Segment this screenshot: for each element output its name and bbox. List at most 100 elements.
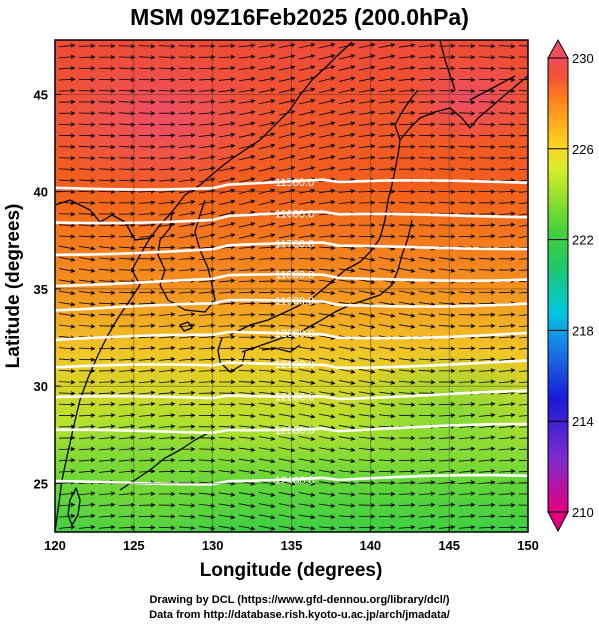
wind-arrow [398, 413, 416, 419]
wind-arrow [78, 268, 96, 273]
wind-arrow [238, 87, 256, 93]
wind-arrow [238, 221, 256, 228]
wind-arrow [398, 43, 416, 48]
map-title: MSM 09Z16Feb2025 (200.0hPa) [130, 4, 469, 30]
contour-label: 12300.0 [275, 425, 315, 437]
wind-arrow [338, 121, 356, 127]
wind-arrow [118, 412, 136, 418]
wind-arrow [358, 436, 376, 441]
wind-arrow [218, 323, 236, 329]
wind-arrow [318, 267, 336, 273]
wind-arrow [238, 503, 256, 509]
wind-arrow [378, 380, 396, 385]
wind-arrow [398, 234, 416, 239]
wind-arrow [278, 87, 296, 94]
wind-arrow [258, 154, 276, 161]
wind-arrow [218, 76, 236, 82]
wind-arrow [258, 54, 276, 59]
wind-arrow [78, 155, 96, 161]
wind-arrow [418, 200, 436, 206]
wind-arrow [98, 368, 116, 374]
wind-arrow [438, 524, 456, 530]
x-tick-label: 135 [281, 538, 303, 553]
contour-label: 11600.0 [275, 209, 314, 221]
wind-arrow [258, 221, 276, 228]
wind-arrow [218, 221, 236, 228]
wind-arrow [278, 402, 296, 408]
wind-arrow [318, 166, 336, 172]
wind-arrow [438, 413, 456, 418]
wind-arrow [98, 502, 116, 508]
wind-arrow [298, 380, 316, 386]
wind-arrow [398, 524, 416, 530]
wind-arrow [198, 469, 216, 475]
wind-arrow [318, 492, 336, 497]
wind-arrow [318, 447, 336, 453]
wind-arrow [378, 268, 396, 274]
y-axis-ticks: 25 30 35 40 45 [34, 87, 61, 491]
wind-arrow [118, 256, 136, 262]
wind-arrow [98, 424, 116, 429]
wind-arrow [218, 99, 236, 104]
wind-arrow [118, 144, 136, 150]
wind-arrow [238, 76, 256, 82]
wind-arrow [438, 268, 456, 273]
wind-arrow [318, 233, 336, 239]
wind-arrow [258, 121, 276, 127]
wind-arrow [238, 436, 256, 441]
wind-arrow [498, 401, 516, 407]
wind-arrow [478, 77, 496, 83]
wind-arrow [118, 267, 136, 273]
wind-arrow [78, 301, 96, 307]
wind-arrow [258, 132, 276, 138]
wind-arrow [418, 502, 436, 508]
wind-arrow [518, 336, 528, 339]
wind-arrow [378, 110, 396, 116]
wind-arrow [78, 446, 96, 452]
wind-arrow [318, 312, 336, 318]
wind-arrow [398, 513, 416, 519]
wind-arrow [458, 122, 476, 127]
wind-arrow [358, 42, 376, 49]
wind-arrow [298, 109, 316, 116]
wind-arrow [178, 244, 196, 250]
wind-arrow [498, 356, 516, 362]
wind-arrow [298, 42, 316, 49]
wind-arrow [198, 256, 216, 261]
wind-arrow [278, 222, 296, 228]
wind-arrow [478, 99, 496, 105]
wind-arrow [78, 491, 96, 497]
wind-arrow [458, 256, 476, 262]
wind-arrow [78, 200, 96, 206]
wind-arrow [178, 132, 196, 138]
wind-arrow [378, 99, 396, 104]
wind-arrow [78, 211, 96, 217]
wind-arrow [218, 65, 236, 71]
wind-arrow [378, 525, 396, 530]
wind-arrow [138, 77, 156, 83]
wind-arrow [438, 200, 456, 206]
wind-arrow [178, 199, 196, 205]
wind-arrow [58, 200, 76, 206]
wind-arrow [338, 491, 356, 497]
wind-arrow [178, 390, 196, 396]
wind-arrow [458, 312, 476, 318]
wind-arrow [258, 379, 276, 385]
wind-arrow [318, 121, 336, 127]
wind-arrow [498, 66, 516, 71]
wind-arrow [338, 503, 356, 508]
wind-arrow [118, 66, 136, 71]
wind-arrow [318, 245, 336, 251]
wind-arrow [318, 53, 336, 60]
wind-arrow [458, 267, 476, 273]
wind-arrow [78, 346, 96, 351]
wind-arrow [298, 154, 316, 161]
colorbar-tick-label: 222 [572, 233, 594, 248]
wind-arrow [338, 268, 356, 273]
wind-arrow [418, 268, 436, 274]
wind-arrow [458, 412, 476, 418]
wind-arrow [358, 65, 376, 71]
wind-arrow [498, 200, 516, 205]
wind-arrow [518, 213, 528, 216]
wind-arrow [98, 412, 116, 418]
